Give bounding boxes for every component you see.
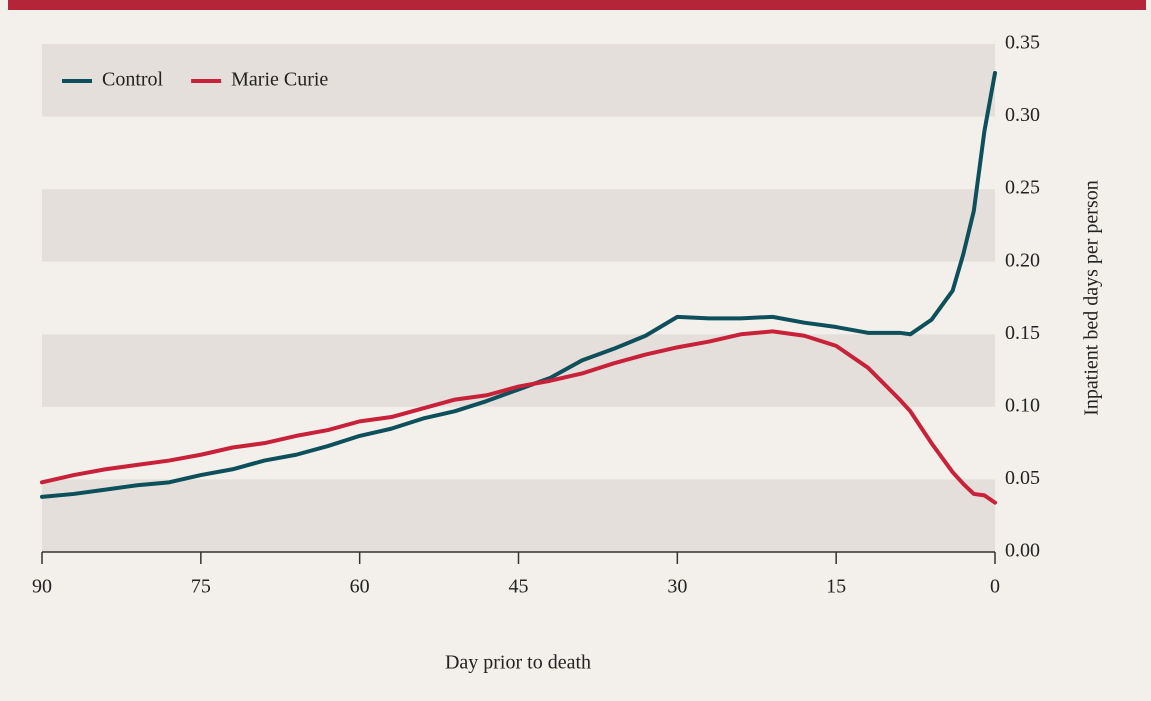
y-axis-label: Inpatient bed days per person bbox=[1081, 180, 1103, 415]
y-tick-label: 0.35 bbox=[1005, 32, 1040, 54]
x-tick-label: 0 bbox=[990, 576, 1000, 598]
series-line bbox=[40, 71, 997, 499]
x-tick-label: 30 bbox=[667, 576, 687, 598]
legend-label: Control bbox=[102, 69, 164, 91]
y-tick-label: 0.20 bbox=[1005, 249, 1040, 271]
x-tick-label: 75 bbox=[191, 576, 211, 598]
x-tick-label: 60 bbox=[350, 576, 370, 598]
y-tick-label: 0.05 bbox=[1005, 467, 1040, 489]
y-tick-label: 0.00 bbox=[1005, 540, 1040, 562]
band bbox=[42, 479, 995, 552]
band bbox=[42, 334, 995, 407]
x-tick-label: 15 bbox=[826, 576, 846, 598]
series-line bbox=[40, 329, 997, 505]
band bbox=[42, 44, 995, 117]
y-tick-label: 0.25 bbox=[1005, 177, 1040, 199]
band bbox=[42, 189, 995, 262]
x-axis-label: Day prior to death bbox=[445, 652, 591, 674]
legend-label: Marie Curie bbox=[231, 69, 328, 91]
y-tick-label: 0.15 bbox=[1005, 322, 1040, 344]
x-tick-label: 45 bbox=[509, 576, 529, 598]
y-tick-label: 0.10 bbox=[1005, 394, 1040, 416]
x-tick-label: 90 bbox=[32, 576, 52, 598]
top-bar bbox=[8, 0, 1146, 10]
y-tick-label: 0.30 bbox=[1005, 104, 1040, 126]
